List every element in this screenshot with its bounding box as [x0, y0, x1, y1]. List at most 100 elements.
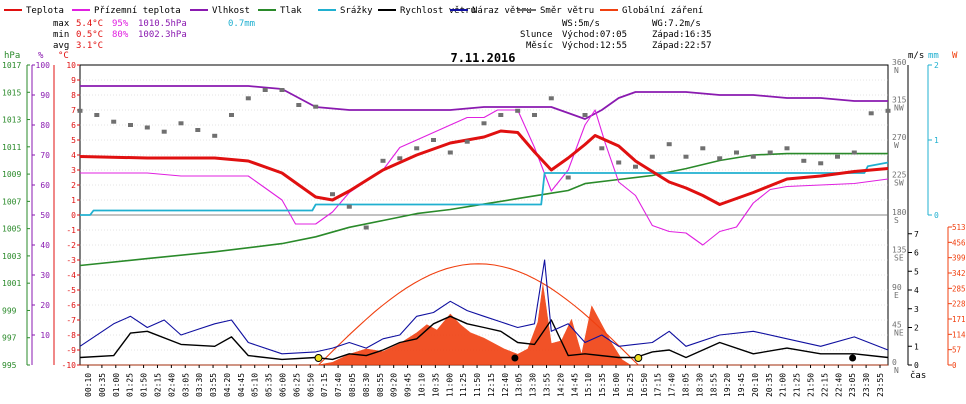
- tick-label-degc: -4: [66, 271, 76, 280]
- wind-direction-point: [111, 119, 117, 124]
- x-tick-label: 16:25: [626, 373, 635, 397]
- tick-label-w: 342: [952, 269, 966, 278]
- tick-label-w: 171: [952, 315, 966, 324]
- stat-avg-temp: 3.1°C: [76, 41, 103, 51]
- tick-label-dir-deg: 0: [892, 358, 897, 367]
- x-tick-label: 14:45: [570, 373, 579, 397]
- wind-direction-point: [212, 133, 218, 138]
- tick-label-w: 456: [952, 238, 966, 247]
- tick-label-pct: 20: [40, 301, 50, 310]
- tick-label-dir-name: N: [894, 366, 899, 375]
- x-tick-label: 10:35: [431, 373, 440, 397]
- x-tick-label: 03:30: [195, 373, 204, 397]
- moon-marker: [849, 354, 857, 362]
- wind-direction-point: [464, 139, 470, 144]
- x-tick-label: 22:40: [834, 373, 843, 397]
- tick-label-dir-name: S: [894, 216, 899, 225]
- x-tick-label: 00:10: [84, 373, 93, 397]
- wind-direction-point: [818, 161, 824, 166]
- x-tick-label: 17:40: [668, 373, 677, 397]
- wind-direction-point: [885, 108, 891, 113]
- tick-label-dir-deg: 90: [892, 283, 902, 292]
- x-tick-label: 11:25: [459, 373, 468, 397]
- wind-direction-point: [346, 204, 352, 209]
- sun-marker: [314, 354, 323, 362]
- wind-direction-point: [565, 175, 571, 180]
- wind-direction-point: [161, 129, 167, 134]
- x-tick-label: 10:10: [417, 373, 426, 397]
- x-tick-label: 02:40: [167, 373, 176, 397]
- stat-wg: WG:7.2m/s: [652, 19, 701, 29]
- x-tick-label: 11:50: [473, 373, 482, 397]
- x-tick-label: 21:00: [779, 373, 788, 397]
- legend-label: Globální záření: [622, 6, 703, 16]
- tick-label-hpa: 1007: [2, 197, 21, 206]
- tick-label-ms: 1: [914, 342, 919, 351]
- tick-label-hpa: 1015: [2, 88, 21, 97]
- series-rychlost-vetru: [79, 315, 889, 361]
- tick-label-degc: -8: [66, 331, 76, 340]
- sun-set: Západ:16:35: [652, 30, 712, 40]
- tick-label-dir-name: NW: [894, 104, 904, 113]
- tick-label-degc: 8: [71, 91, 76, 100]
- wind-direction-point: [599, 146, 605, 151]
- tick-label-hpa: 1001: [2, 279, 21, 288]
- tick-label-degc: 1: [71, 196, 76, 205]
- legend-label: Teplota: [26, 6, 64, 16]
- tick-label-degc: -3: [66, 256, 76, 265]
- tick-label-pct: 10: [40, 331, 50, 340]
- stat-max-label: max: [53, 19, 70, 29]
- tick-label-w: 228: [952, 300, 966, 309]
- wind-direction-point: [144, 125, 150, 130]
- tick-label-dir-name: W: [894, 141, 899, 150]
- legend-label: Náraz větru: [472, 6, 532, 16]
- tick-label-mm: 1: [934, 136, 939, 145]
- tick-label-w: 285: [952, 284, 966, 293]
- tick-label-w: 114: [952, 330, 966, 339]
- wind-direction-point: [296, 103, 302, 107]
- stat-avg-label: avg: [53, 41, 69, 51]
- tick-label-ms: 3: [914, 305, 919, 314]
- x-tick-label: 12:40: [501, 373, 510, 397]
- wind-direction-point: [851, 150, 857, 155]
- x-tick-label: 09:45: [404, 373, 413, 397]
- wind-direction-point: [616, 160, 622, 165]
- x-tick-label: 04:45: [237, 373, 246, 397]
- x-tick-label: 13:30: [529, 373, 538, 397]
- tick-label-degc: -9: [66, 346, 76, 355]
- tick-label-pct: 30: [40, 271, 50, 280]
- wind-direction-point: [633, 164, 638, 169]
- x-tick-label: 01:50: [140, 373, 149, 397]
- tick-label-dir-name: NE: [894, 329, 904, 338]
- tick-label-hpa: 995: [2, 361, 17, 370]
- x-tick-label: 03:05: [181, 373, 190, 397]
- x-tick-label: 04:20: [223, 373, 232, 397]
- tick-label-pct: 40: [40, 241, 50, 250]
- x-tick-label: 15:10: [584, 373, 593, 397]
- wind-direction-point: [380, 158, 386, 163]
- wind-direction-point: [77, 108, 83, 113]
- moon-label: Měsíc: [526, 41, 553, 51]
- wind-direction-point: [363, 225, 369, 230]
- series-prizemni-teplota: [80, 109, 889, 246]
- stat-max-hum: 95%: [112, 19, 129, 29]
- axes: -10-9-8-7-6-5-4-3-2-10123456789101020304…: [2, 58, 966, 375]
- x-tick-label: 08:55: [376, 373, 385, 397]
- stat-min-label: min: [53, 30, 69, 40]
- wind-direction-point: [683, 154, 689, 159]
- x-tick-label: 19:20: [723, 373, 732, 397]
- sun-rise: Východ:07:05: [562, 30, 627, 40]
- tick-label-degc: 2: [71, 181, 76, 190]
- x-tick-label: 13:05: [515, 373, 524, 397]
- x-tick-label: 17:15: [654, 373, 663, 397]
- tick-label-degc: 5: [71, 136, 76, 145]
- x-tick-label: 23:55: [876, 373, 885, 397]
- wind-direction-point: [128, 123, 133, 127]
- tick-label-w: 0: [952, 361, 957, 370]
- x-tick-label: 18:30: [695, 373, 704, 397]
- tick-label-ms: 5: [914, 267, 919, 276]
- tick-label-ms: 6: [914, 249, 919, 258]
- tick-label-pct: 90: [40, 91, 50, 100]
- wind-direction-point: [481, 121, 487, 126]
- tick-label-dir-deg: 315: [892, 96, 907, 105]
